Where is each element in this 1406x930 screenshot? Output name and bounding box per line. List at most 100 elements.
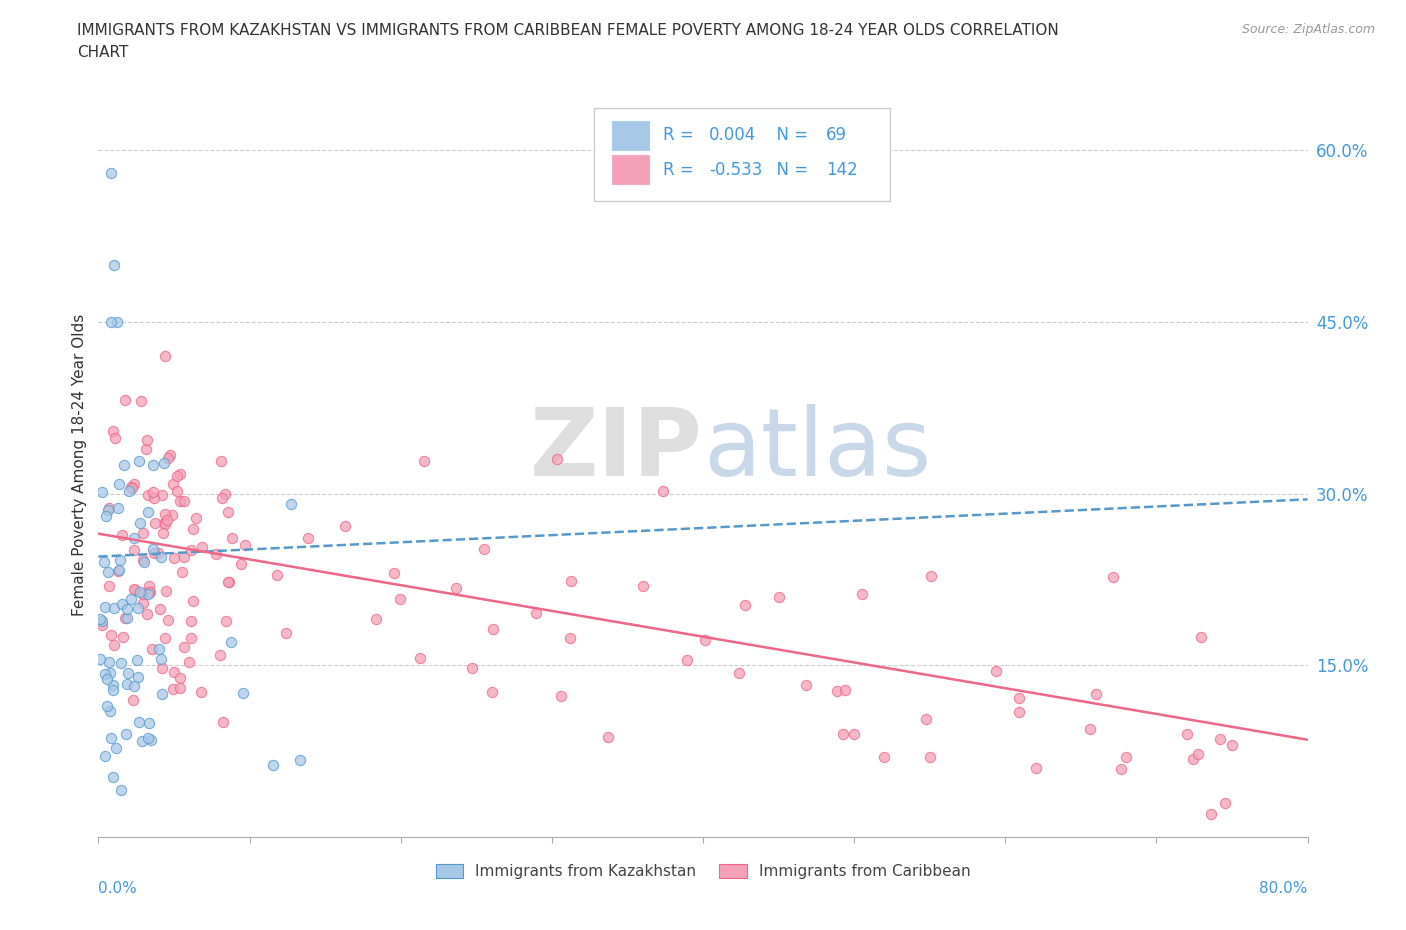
- Point: [232, 685, 254, 700]
- Point: [460, 661, 482, 676]
- Point: [120, 480, 142, 495]
- Point: [139, 733, 162, 748]
- Point: [124, 582, 146, 597]
- Point: [135, 607, 157, 622]
- Point: [918, 750, 941, 764]
- Point: [122, 581, 145, 596]
- Point: [166, 484, 188, 498]
- Point: [145, 515, 167, 530]
- Point: [844, 726, 866, 741]
- Point: [138, 585, 160, 600]
- Point: [139, 585, 162, 600]
- Point: [110, 783, 132, 798]
- Point: [108, 477, 131, 492]
- Text: 0.0%: 0.0%: [98, 882, 138, 897]
- Point: [138, 716, 160, 731]
- Point: [122, 477, 145, 492]
- Point: [89, 651, 111, 666]
- Point: [446, 580, 468, 595]
- Point: [91, 485, 114, 499]
- Text: Source: ZipAtlas.com: Source: ZipAtlas.com: [1241, 23, 1375, 36]
- Point: [1024, 761, 1046, 776]
- Point: [97, 655, 120, 670]
- Point: [117, 484, 139, 498]
- Point: [851, 587, 873, 602]
- Point: [128, 454, 150, 469]
- Point: [180, 614, 202, 629]
- Point: [560, 573, 582, 588]
- Point: [132, 552, 155, 567]
- Point: [100, 731, 122, 746]
- Point: [155, 583, 177, 598]
- Point: [546, 451, 568, 466]
- Point: [214, 613, 236, 628]
- Point: [112, 458, 135, 472]
- Point: [148, 642, 170, 657]
- Point: [160, 508, 183, 523]
- Point: [280, 497, 302, 512]
- Text: 142: 142: [827, 161, 858, 179]
- Point: [727, 665, 749, 680]
- Point: [131, 595, 153, 610]
- Point: [131, 734, 153, 749]
- Point: [110, 656, 132, 671]
- Point: [235, 538, 257, 552]
- Text: atlas: atlas: [703, 405, 931, 496]
- Point: [190, 684, 212, 699]
- Point: [159, 448, 181, 463]
- Point: [1187, 747, 1209, 762]
- Point: [695, 632, 717, 647]
- Point: [184, 511, 207, 525]
- Text: IMMIGRANTS FROM KAZAKHSTAN VS IMMIGRANTS FROM CARIBBEAN FEMALE POVERTY AMONG 18-: IMMIGRANTS FROM KAZAKHSTAN VS IMMIGRANTS…: [77, 23, 1059, 38]
- Point: [107, 563, 129, 578]
- Point: [155, 516, 177, 531]
- Point: [335, 518, 357, 533]
- Point: [98, 501, 121, 516]
- Point: [169, 671, 191, 685]
- Point: [97, 565, 120, 579]
- Point: [166, 469, 188, 484]
- Point: [1189, 630, 1212, 644]
- Point: [1181, 751, 1204, 766]
- Point: [103, 683, 125, 698]
- Point: [389, 591, 412, 606]
- Point: [152, 660, 174, 675]
- Point: [122, 692, 145, 707]
- Point: [169, 493, 191, 508]
- Point: [825, 684, 848, 698]
- Point: [115, 677, 138, 692]
- Point: [142, 490, 165, 505]
- Point: [128, 715, 150, 730]
- Point: [1220, 738, 1243, 753]
- Point: [211, 490, 233, 505]
- Point: [229, 556, 252, 571]
- Point: [115, 602, 138, 617]
- Legend: Immigrants from Kazakhstan, Immigrants from Caribbean: Immigrants from Kazakhstan, Immigrants f…: [429, 857, 977, 885]
- Point: [124, 531, 146, 546]
- Point: [89, 611, 111, 626]
- Point: [107, 564, 129, 578]
- Point: [136, 730, 159, 745]
- Point: [90, 614, 112, 629]
- Point: [97, 503, 120, 518]
- Point: [100, 628, 122, 643]
- Point: [100, 314, 122, 329]
- Point: [93, 554, 115, 569]
- Point: [103, 431, 125, 445]
- Point: [115, 727, 138, 742]
- Point: [110, 528, 132, 543]
- Point: [181, 522, 204, 537]
- Point: [103, 678, 125, 693]
- Text: -0.533: -0.533: [709, 161, 762, 179]
- Point: [142, 545, 165, 560]
- Point: [142, 458, 165, 472]
- Point: [142, 485, 165, 499]
- Point: [153, 516, 176, 531]
- Point: [180, 631, 202, 645]
- Point: [136, 487, 159, 502]
- Point: [221, 530, 243, 545]
- Point: [834, 683, 856, 698]
- Point: [651, 484, 673, 498]
- Point: [915, 711, 938, 726]
- Point: [1213, 795, 1236, 810]
